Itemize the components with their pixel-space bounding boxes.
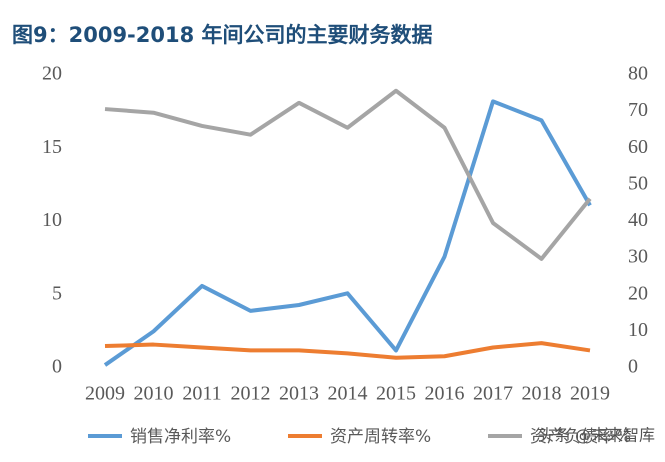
series-line (103, 99, 592, 367)
x-tick-label: 2014 (328, 383, 368, 405)
x-tick-label: 2013 (279, 383, 319, 405)
y2-tick-label: 70 (628, 99, 648, 121)
x-tick-label: 2018 (522, 383, 562, 405)
y-tick-label: 10 (42, 209, 62, 231)
series-line (104, 341, 591, 360)
y2-tick-label: 80 (628, 63, 648, 85)
y2-tick-label: 60 (628, 136, 648, 158)
y2-tick-label: 30 (628, 246, 648, 268)
y-tick-label: 5 (52, 282, 62, 304)
legend-label: 资产负债率% (530, 427, 631, 447)
x-tick-label: 2017 (473, 383, 513, 405)
y2-tick-label: 40 (628, 209, 648, 231)
y2-tick-label: 0 (628, 356, 638, 378)
x-tick-label: 2012 (231, 383, 271, 405)
x-tick-label: 2015 (376, 383, 416, 405)
y2-tick-label: 10 (628, 319, 648, 341)
x-tick-label: 2011 (182, 383, 221, 405)
y-tick-label: 15 (42, 136, 62, 158)
series-line (104, 88, 592, 261)
y-tick-label: 20 (42, 63, 62, 85)
x-tick-label: 2010 (134, 383, 174, 405)
x-tick-label: 2009 (85, 383, 125, 405)
y2-tick-label: 20 (628, 282, 648, 304)
y2-tick-label: 50 (628, 172, 648, 194)
chart-title: 图9：2009-2018 年间公司的主要财务数据 (12, 23, 433, 47)
x-tick-label: 2016 (425, 383, 465, 405)
y-tick-label: 0 (52, 356, 62, 378)
watermark: 头条 @未来智库 (538, 426, 655, 445)
legend-label: 资产周转率% (330, 427, 431, 447)
x-tick-label: 2019 (570, 383, 610, 405)
legend-label: 销售净利率% (130, 427, 231, 447)
